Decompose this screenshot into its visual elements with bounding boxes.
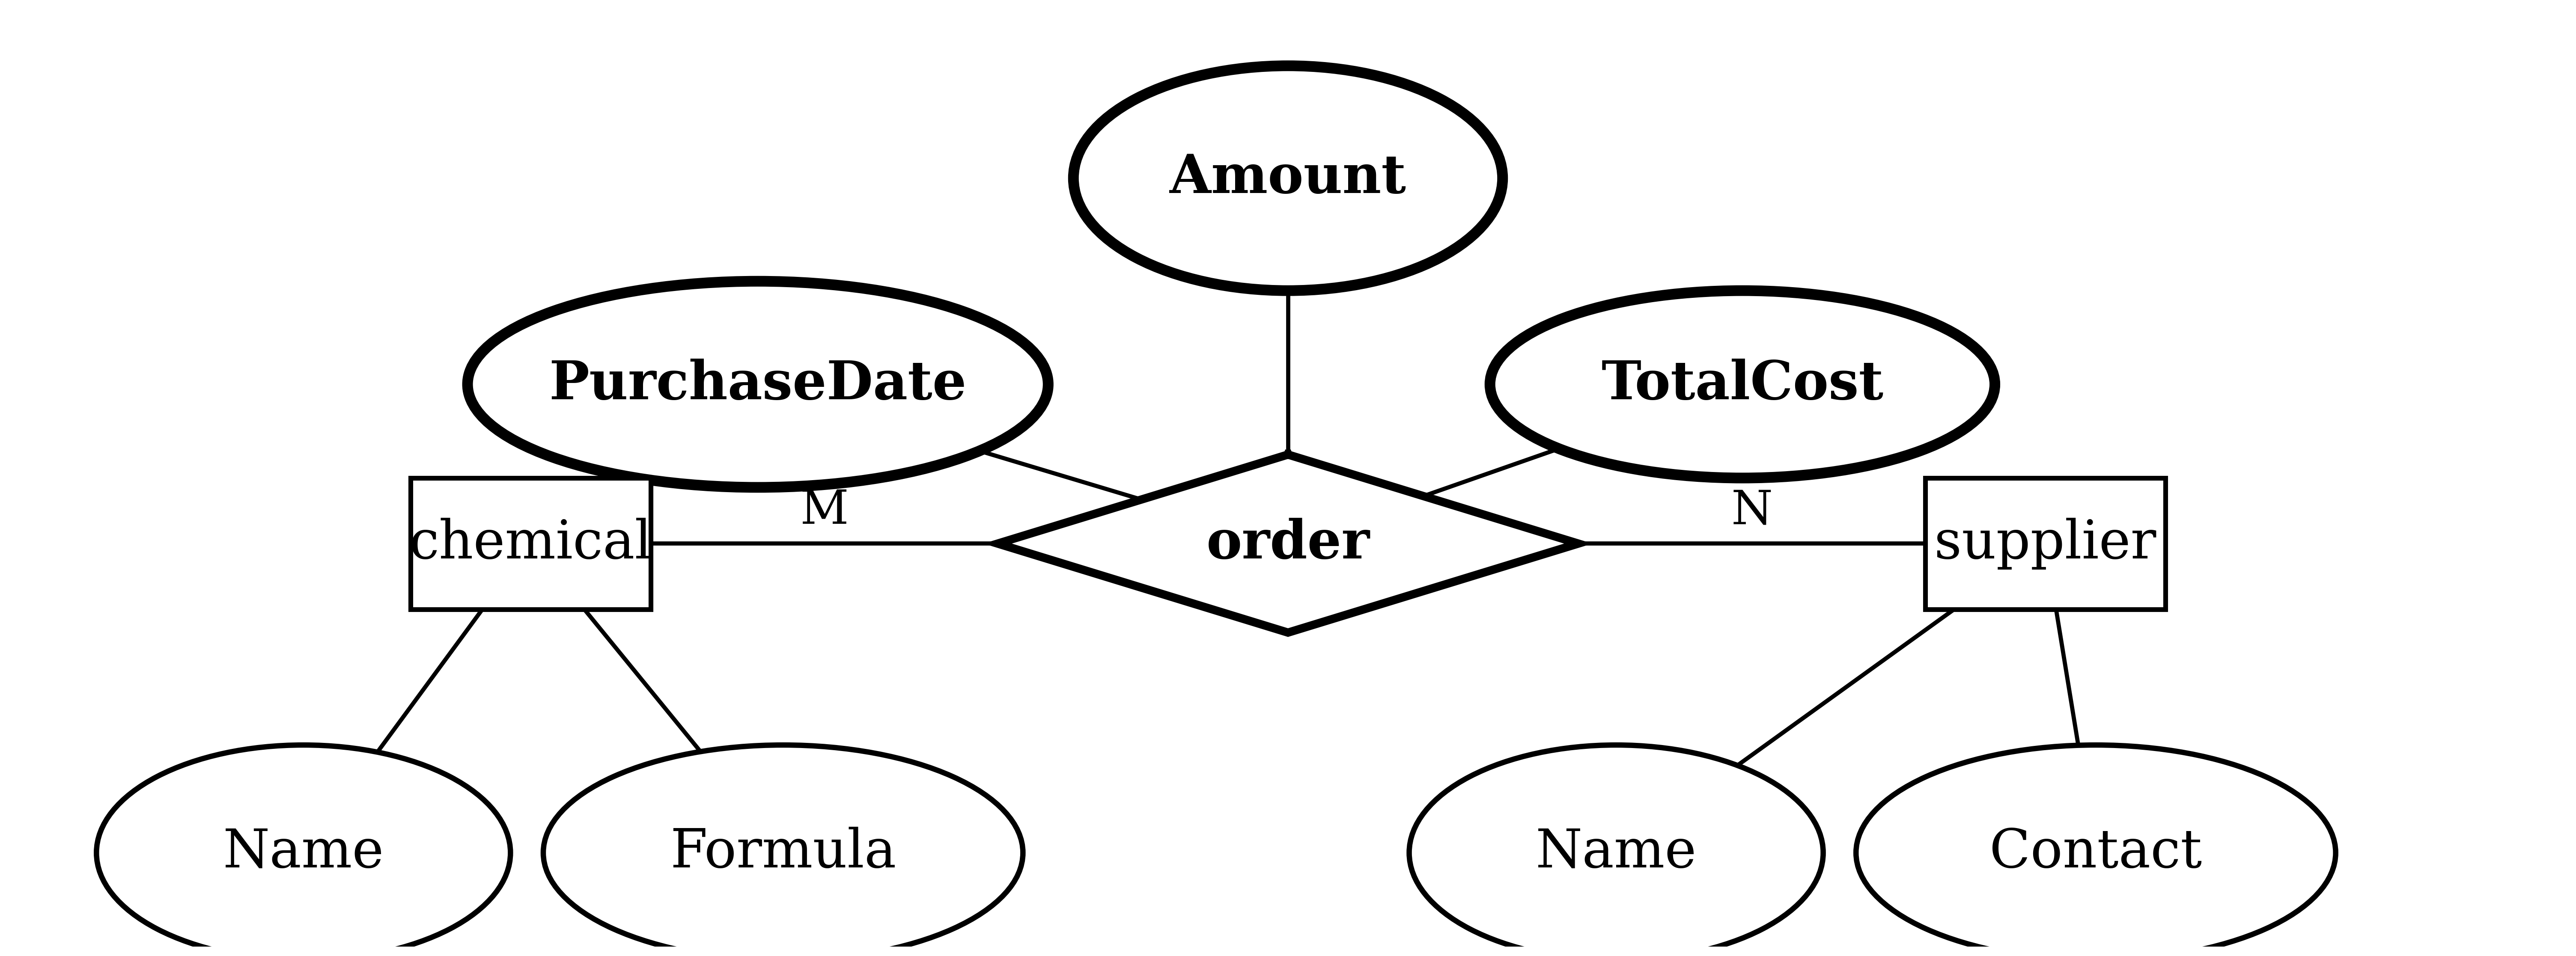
Text: order: order (1206, 518, 1370, 570)
Ellipse shape (469, 281, 1048, 488)
Text: Name: Name (1535, 827, 1698, 879)
Text: M: M (799, 488, 848, 533)
Text: TotalCost: TotalCost (1602, 358, 1883, 410)
Text: Amount: Amount (1170, 152, 1406, 204)
Text: chemical: chemical (410, 518, 652, 570)
Ellipse shape (1489, 291, 1994, 478)
Bar (410, 478, 652, 609)
Ellipse shape (1074, 66, 1502, 291)
Text: N: N (1731, 488, 1772, 533)
Text: Formula: Formula (670, 827, 896, 879)
Ellipse shape (544, 745, 1023, 956)
Ellipse shape (1409, 745, 1824, 956)
Ellipse shape (95, 745, 510, 956)
Polygon shape (997, 455, 1579, 633)
Ellipse shape (1855, 745, 2336, 956)
Text: Name: Name (224, 827, 384, 879)
Text: supplier: supplier (1935, 518, 2156, 570)
Text: PurchaseDate: PurchaseDate (549, 358, 966, 410)
Text: Contact: Contact (1989, 827, 2202, 879)
Bar (1924, 478, 2166, 609)
